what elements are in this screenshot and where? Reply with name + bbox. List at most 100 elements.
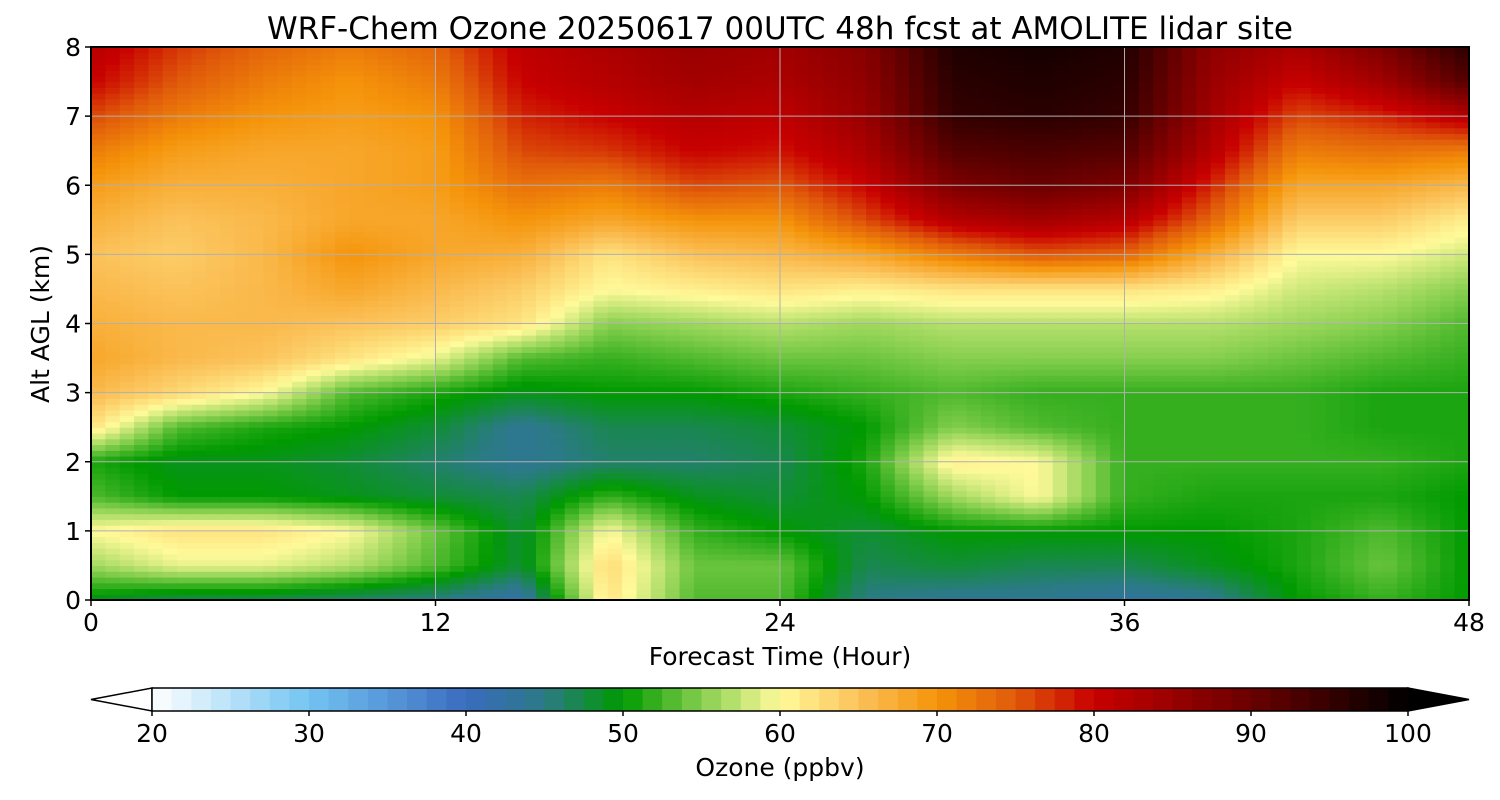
heatmap-cell	[650, 473, 666, 480]
heatmap-cell	[478, 496, 494, 503]
heatmap-cell	[119, 565, 135, 572]
heatmap-cell	[1368, 496, 1384, 503]
heatmap-cell	[1138, 542, 1154, 549]
heatmap-cell	[263, 311, 279, 319]
heatmap-cell	[1181, 530, 1197, 538]
heatmap-cell	[909, 496, 925, 503]
heatmap-cell	[148, 542, 164, 549]
heatmap-cell	[851, 311, 867, 319]
heatmap-cell	[780, 513, 795, 520]
heatmap-cell	[1454, 565, 1469, 572]
heatmap-cell	[335, 346, 350, 353]
heatmap-cell	[593, 358, 609, 365]
heatmap-cell	[363, 519, 379, 526]
heatmap-cell	[980, 363, 996, 371]
heatmap-cell	[966, 594, 982, 600]
heatmap-cell	[937, 415, 953, 423]
heatmap-cell	[1354, 548, 1370, 555]
heatmap-cell	[148, 398, 164, 405]
heatmap-cell	[1454, 525, 1469, 532]
heatmap-cell	[248, 536, 264, 543]
heatmap-cell	[564, 536, 580, 543]
heatmap-cell	[622, 513, 638, 520]
heatmap-cell	[134, 335, 150, 342]
heatmap-cell	[894, 432, 910, 440]
heatmap-cell	[1095, 450, 1111, 457]
heatmap-cell	[535, 571, 551, 578]
heatmap-cell	[91, 496, 106, 503]
heatmap-cell	[105, 340, 121, 348]
heatmap-cell	[1454, 409, 1469, 417]
heatmap-cell	[1224, 392, 1240, 399]
heatmap-cell	[119, 484, 135, 492]
heatmap-cell	[105, 450, 121, 457]
heatmap-cell	[866, 398, 882, 405]
heatmap-cell	[1210, 386, 1226, 394]
heatmap-cell	[162, 565, 178, 572]
heatmap-cell	[492, 502, 508, 509]
heatmap-cell	[894, 502, 910, 509]
heatmap-cell	[579, 513, 594, 520]
heatmap-cell	[1067, 553, 1083, 561]
heatmap-cell	[220, 507, 236, 515]
heatmap-cell	[808, 502, 824, 509]
heatmap-cell	[134, 392, 150, 399]
heatmap-cell	[650, 409, 666, 417]
heatmap-cell	[392, 398, 408, 405]
heatmap-cell	[1268, 455, 1283, 463]
heatmap-cell	[995, 409, 1011, 417]
heatmap-cell	[579, 553, 594, 561]
heatmap-cell	[937, 386, 953, 394]
heatmap-cell	[349, 461, 365, 469]
heatmap-cell	[837, 444, 853, 451]
heatmap-cell	[1196, 484, 1212, 492]
heatmap-cell	[923, 300, 939, 307]
heatmap-cell	[564, 542, 580, 549]
heatmap-cell	[392, 404, 408, 411]
heatmap-cell	[205, 427, 221, 434]
heatmap-cell	[823, 300, 839, 307]
heatmap-cell	[966, 490, 982, 497]
heatmap-cell	[650, 496, 666, 503]
heatmap-cell	[751, 398, 767, 405]
heatmap-cell	[1296, 507, 1312, 515]
heatmap-cell	[1038, 432, 1054, 440]
heatmap-cell	[449, 553, 465, 561]
heatmap-cell	[1253, 409, 1269, 417]
heatmap-cell	[1296, 369, 1312, 376]
heatmap-cell	[449, 358, 465, 365]
heatmap-cell	[177, 352, 193, 359]
heatmap-cell	[1210, 340, 1226, 348]
heatmap-cell	[851, 484, 867, 492]
heatmap-cell	[1167, 553, 1183, 561]
heatmap-cell	[1368, 479, 1384, 486]
heatmap-cell	[765, 467, 781, 474]
heatmap-cell	[1282, 513, 1298, 520]
heatmap-cell	[894, 346, 910, 353]
heatmap-cell	[1167, 455, 1183, 463]
heatmap-cell	[1196, 542, 1212, 549]
heatmap-cell	[665, 536, 681, 543]
heatmap-cell	[492, 594, 508, 600]
heatmap-cell	[1210, 375, 1226, 382]
heatmap-cell	[550, 404, 566, 411]
heatmap-cell	[492, 329, 508, 336]
heatmap-cell	[636, 565, 652, 572]
heatmap-cell	[923, 294, 939, 302]
heatmap-cell	[1339, 479, 1355, 486]
heatmap-cell	[1282, 409, 1298, 417]
heatmap-cell	[306, 525, 322, 532]
heatmap-cell	[1224, 519, 1240, 526]
heatmap-cell	[966, 530, 982, 538]
heatmap-cell	[894, 525, 910, 532]
heatmap-cell	[1095, 571, 1111, 578]
heatmap-cell	[593, 548, 609, 555]
heatmap-cell	[880, 525, 896, 532]
heatmap-cell	[320, 329, 336, 336]
heatmap-cell	[91, 444, 106, 451]
heatmap-cell	[593, 484, 609, 492]
heatmap-cell	[1425, 358, 1441, 365]
heatmap-cell	[91, 582, 106, 590]
heatmap-cell	[995, 576, 1011, 584]
heatmap-cell	[550, 490, 566, 497]
